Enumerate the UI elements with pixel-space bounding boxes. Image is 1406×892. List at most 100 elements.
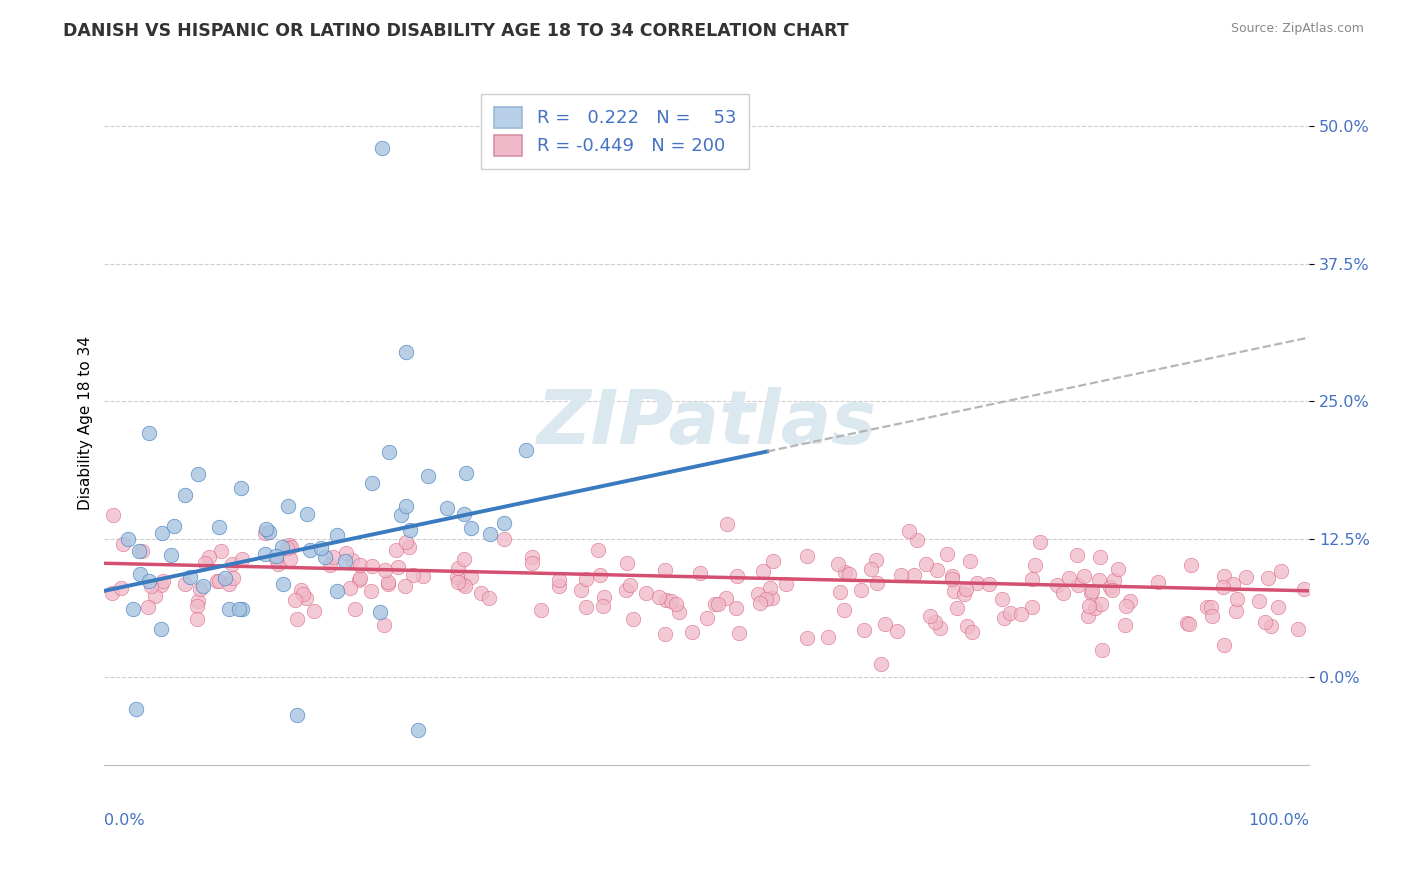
Point (575, 572, 598, 586)
Point (253, 526, 276, 541)
Point (755, 591, 778, 606)
Point (197, 549, 219, 564)
Point (478, 526, 501, 541)
Point (648, 590, 671, 604)
Point (707, 597, 730, 611)
Point (326, 528, 349, 542)
Point (186, 599, 208, 613)
Point (121, 601, 143, 615)
Point (254, 522, 277, 536)
Point (915, 558, 938, 572)
Point (191, 579, 214, 593)
Point (257, 524, 280, 539)
Point (1021, 572, 1043, 586)
Point (494, 532, 516, 546)
Point (284, 593, 307, 607)
Point (360, 559, 382, 574)
Y-axis label: Disability Age 18 to 34: Disability Age 18 to 34 (79, 336, 93, 510)
Point (838, 566, 860, 581)
Point (725, 600, 748, 615)
Point (117, 532, 139, 546)
Point (460, 569, 482, 583)
Point (1099, 580, 1122, 594)
Point (267, 557, 290, 571)
Point (1212, 581, 1234, 595)
Point (1078, 599, 1101, 613)
Point (1212, 638, 1234, 652)
Point (1107, 562, 1129, 576)
Point (1010, 607, 1032, 622)
Point (866, 576, 889, 591)
Point (998, 606, 1021, 620)
Point (478, 591, 501, 606)
Point (377, 577, 399, 591)
Point (956, 619, 979, 633)
Point (1226, 592, 1249, 607)
Point (335, 546, 357, 560)
Point (619, 578, 641, 592)
Point (453, 551, 475, 566)
Point (849, 582, 872, 597)
Point (962, 624, 984, 639)
Point (163, 519, 186, 533)
Point (1247, 594, 1270, 608)
Text: 100.0%: 100.0% (1249, 813, 1309, 828)
Point (966, 575, 988, 590)
Point (266, 552, 288, 566)
Point (520, 556, 543, 570)
Point (138, 599, 160, 614)
Point (470, 586, 492, 600)
Point (295, 591, 318, 605)
Point (1286, 622, 1309, 636)
Point (860, 562, 883, 576)
Point (749, 596, 772, 610)
Point (460, 521, 482, 535)
Point (349, 558, 371, 572)
Point (194, 557, 217, 571)
Point (952, 587, 974, 601)
Point (654, 563, 676, 577)
Point (368, 605, 391, 619)
Point (929, 621, 952, 635)
Point (149, 578, 172, 592)
Point (128, 544, 150, 558)
Point (285, 708, 308, 723)
Point (150, 623, 173, 637)
Point (1222, 576, 1244, 591)
Point (1084, 600, 1107, 615)
Point (668, 605, 690, 619)
Point (295, 508, 318, 522)
Point (655, 593, 678, 607)
Point (221, 557, 243, 571)
Point (979, 577, 1001, 591)
Point (110, 582, 132, 596)
Point (139, 579, 162, 593)
Point (339, 581, 361, 595)
Point (853, 623, 876, 637)
Point (394, 344, 416, 359)
Point (1021, 599, 1043, 614)
Point (325, 584, 347, 599)
Point (918, 608, 941, 623)
Point (208, 519, 231, 533)
Point (222, 571, 245, 585)
Point (276, 541, 298, 556)
Point (179, 570, 201, 584)
Point (548, 579, 571, 593)
Point (374, 563, 396, 577)
Point (1114, 617, 1136, 632)
Point (391, 508, 413, 522)
Point (150, 526, 173, 541)
Point (943, 584, 966, 599)
Point (278, 552, 301, 566)
Point (1090, 549, 1112, 564)
Point (1080, 586, 1102, 600)
Point (1234, 569, 1257, 583)
Text: ZIPatlas: ZIPatlas (537, 387, 877, 460)
Point (416, 468, 439, 483)
Point (870, 657, 893, 672)
Point (343, 602, 366, 616)
Point (925, 563, 948, 577)
Point (394, 579, 416, 593)
Point (1046, 578, 1069, 592)
